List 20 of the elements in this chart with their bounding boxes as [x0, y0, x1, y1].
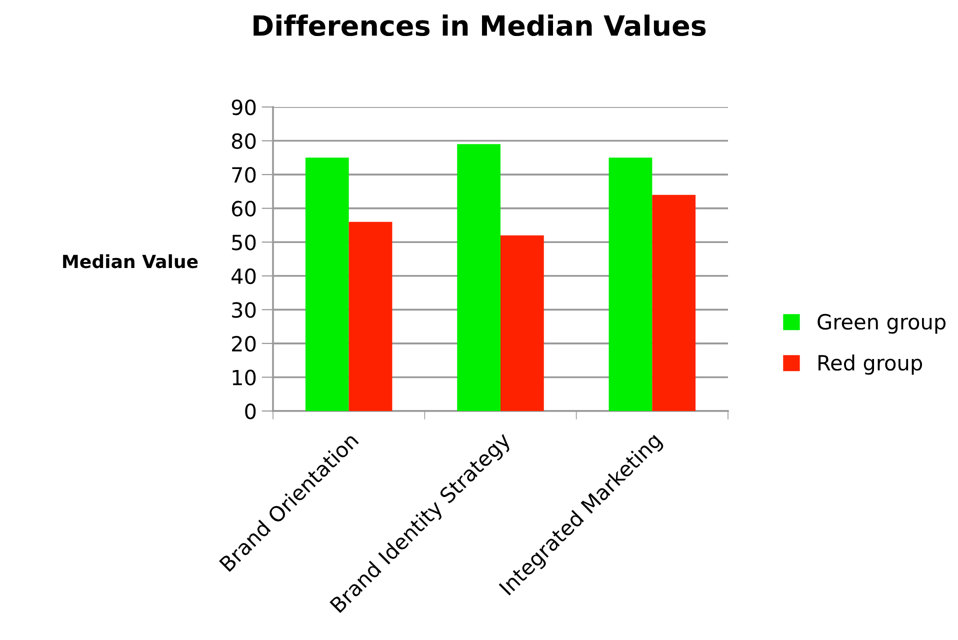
bar [457, 144, 500, 411]
y-tick-label: 20 [232, 336, 256, 352]
y-tick-label: 40 [232, 268, 256, 284]
y-tick-label: 60 [232, 200, 256, 217]
y-tick-label: 80 [232, 133, 256, 149]
chart-title: Differences in Median Values [254, 14, 706, 36]
y-tick-label: 0 [245, 403, 256, 420]
y-tick-label: 90 [232, 99, 256, 116]
y-tick-label: 50 [232, 234, 256, 250]
legend-label: Green group [818, 314, 946, 334]
legend-label: Red group [818, 354, 922, 375]
bar [348, 222, 392, 411]
bar [608, 158, 652, 411]
bar [652, 194, 696, 411]
y-tick-label: 70 [232, 167, 256, 183]
y-tick-label: 30 [232, 302, 256, 318]
bar [305, 158, 349, 411]
bar [500, 235, 544, 411]
y-axis-title: Median Value [63, 254, 198, 268]
y-tick-label: 10 [232, 370, 256, 386]
